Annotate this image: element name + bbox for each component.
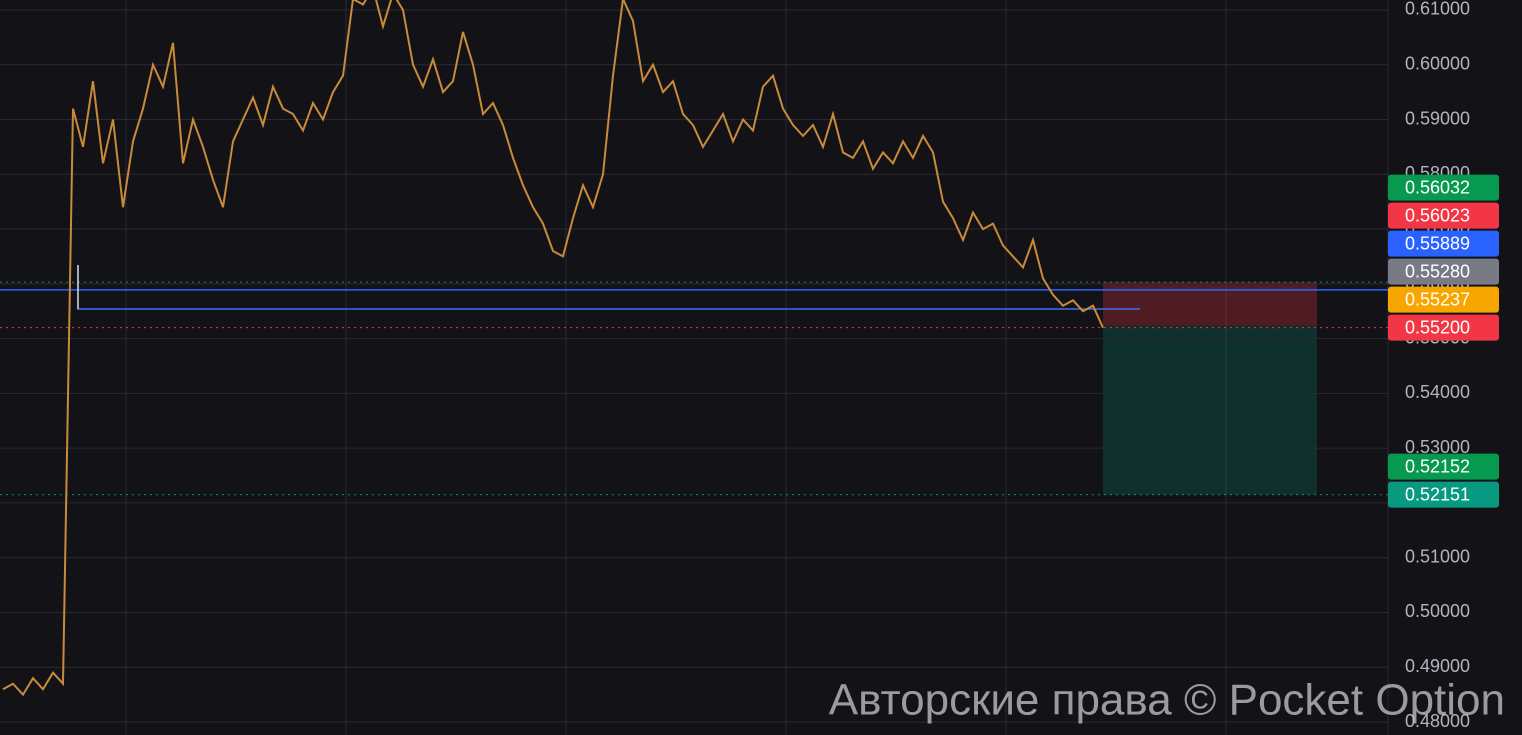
y-tick-label: 0.54000 (1405, 382, 1470, 402)
badge-label: 0.55237 (1405, 289, 1470, 309)
price-badge: 0.52151 (1388, 481, 1499, 508)
stop-zone (1103, 282, 1317, 326)
badge-bg (1388, 481, 1499, 508)
badge-bg (1388, 202, 1499, 229)
badge-label: 0.55889 (1405, 233, 1470, 253)
price-badge: 0.55237 (1388, 286, 1499, 313)
badge-bg (1388, 174, 1499, 201)
badge-bg (1388, 286, 1499, 313)
badge-label: 0.52152 (1405, 456, 1470, 476)
y-tick-label: 0.61000 (1405, 0, 1470, 19)
badge-bg (1388, 453, 1499, 480)
zones (1103, 282, 1317, 495)
vertical-grid (125, 0, 1227, 735)
badge-label: 0.52151 (1405, 484, 1470, 504)
price-badge: 0.55200 (1388, 314, 1499, 341)
y-tick-label: 0.51000 (1405, 546, 1470, 566)
badge-label: 0.55280 (1405, 261, 1470, 281)
y-tick-label: 0.50000 (1405, 601, 1470, 621)
price-badge: 0.55280 (1388, 258, 1499, 285)
price-badge: 0.52152 (1388, 453, 1499, 480)
price-badges: 0.56032 0.56023 0.55889 0.55280 0.55237 0.552… (1388, 174, 1499, 508)
drawing-ray (77, 265, 1140, 310)
badge-bg (1388, 230, 1499, 257)
y-tick-label: 0.60000 (1405, 53, 1470, 73)
y-tick-label: 0.48000 (1405, 711, 1470, 731)
y-tick-label: 0.49000 (1405, 656, 1470, 676)
price-badge: 0.56032 (1388, 174, 1499, 201)
y-axis: 0.480000.490000.500000.510000.520000.530… (1405, 0, 1470, 731)
badge-label: 0.56023 (1405, 205, 1470, 225)
watermark: Авторские права © Pocket Option (829, 676, 1505, 725)
badge-label: 0.56032 (1405, 177, 1470, 197)
badge-bg (1388, 258, 1499, 285)
y-tick-label: 0.53000 (1405, 437, 1470, 457)
series (2, 0, 1104, 697)
y-tick-label: 0.59000 (1405, 108, 1470, 128)
target-zone (1103, 325, 1317, 495)
price-lines (0, 281, 1388, 496)
badge-label: 0.55200 (1405, 317, 1470, 337)
price-badge: 0.56023 (1388, 202, 1499, 229)
price-badge: 0.55889 (1388, 230, 1499, 257)
price-line-series (2, 0, 1104, 697)
badge-bg (1388, 314, 1499, 341)
grid (0, 9, 1388, 723)
